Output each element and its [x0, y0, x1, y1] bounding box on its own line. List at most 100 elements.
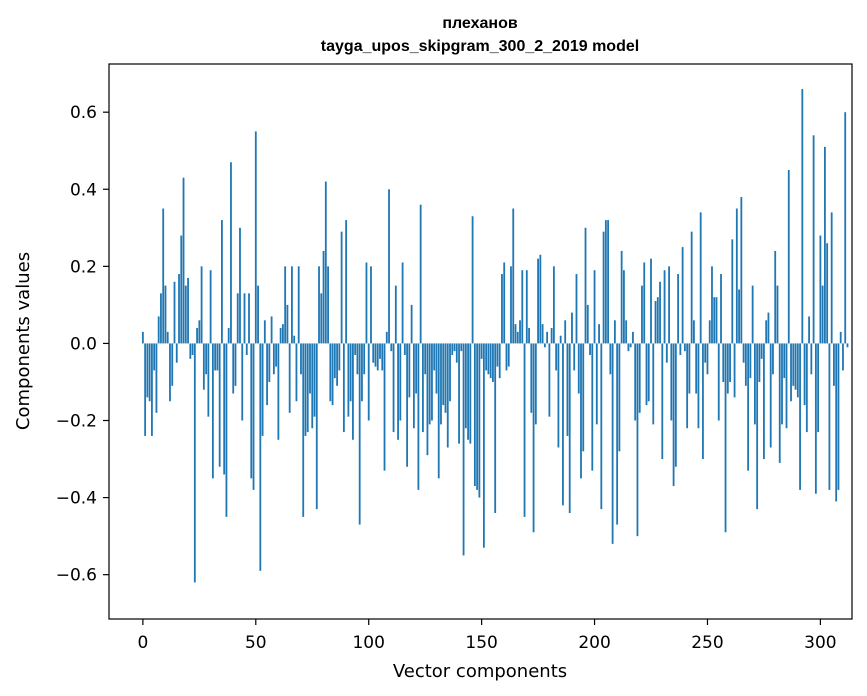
bar-169	[523, 343, 526, 517]
bar-288	[792, 343, 795, 386]
bar-285	[785, 343, 788, 429]
bar-270	[751, 285, 754, 344]
bar-172	[530, 343, 533, 413]
bar-161	[505, 343, 508, 371]
bar-29	[207, 343, 210, 417]
bar-212	[620, 250, 623, 344]
bar-193	[577, 343, 580, 394]
bar-188	[566, 343, 569, 436]
bar-230	[661, 343, 664, 460]
bar-234	[670, 343, 673, 421]
bar-189	[568, 343, 571, 514]
bar-24	[196, 328, 198, 344]
bar-168	[521, 270, 524, 344]
bar-14	[173, 281, 176, 344]
bar-120	[412, 343, 415, 429]
bar-232	[665, 343, 668, 363]
bar-257	[722, 343, 725, 382]
bar-127	[428, 343, 431, 425]
bar-294	[805, 343, 808, 433]
bar-113	[397, 343, 399, 440]
bar-0	[141, 331, 144, 344]
bar-281	[776, 285, 779, 344]
bar-3	[148, 343, 151, 402]
bar-272	[756, 343, 759, 510]
bar-60	[277, 343, 280, 440]
bar-123	[419, 204, 422, 344]
bar-144	[467, 343, 469, 440]
bar-245	[695, 343, 698, 394]
bar-261	[731, 239, 734, 344]
bar-153	[487, 343, 490, 375]
bar-92	[349, 343, 352, 402]
bar-47	[248, 293, 250, 344]
bar-96	[358, 343, 361, 525]
bar-45	[243, 293, 246, 344]
bar-306	[833, 343, 835, 386]
bar-155	[492, 343, 494, 382]
x-tick-label: 250	[691, 633, 723, 653]
y-tick-label: −0.6	[56, 566, 97, 586]
bar-196	[584, 227, 587, 344]
bar-218	[634, 343, 637, 421]
bar-240	[683, 343, 686, 352]
bar-105	[379, 343, 381, 359]
bar-84	[331, 343, 334, 406]
plot-frame	[108, 63, 853, 620]
bar-307	[835, 343, 838, 502]
bar-226	[652, 343, 655, 425]
bar-59	[275, 343, 278, 367]
bar-129	[433, 343, 436, 371]
bar-162	[507, 343, 510, 367]
bar-80	[322, 250, 325, 344]
bar-213	[623, 270, 625, 344]
bar-76	[313, 343, 316, 417]
bar-78	[318, 266, 320, 344]
bar-248	[702, 343, 704, 460]
y-tick-label: −0.2	[56, 412, 97, 432]
bar-156	[494, 343, 497, 514]
bar-176	[539, 254, 542, 344]
bar-22	[191, 343, 194, 355]
bar-10	[164, 285, 167, 344]
bar-8	[160, 293, 162, 344]
bar-62	[281, 324, 284, 344]
bar-260	[729, 343, 731, 382]
bar-184	[557, 343, 560, 448]
bar-211	[618, 343, 621, 452]
bar-277	[767, 312, 770, 344]
bar-225	[650, 258, 652, 344]
y-tick-label: 0.6	[70, 103, 97, 123]
x-axis-ticks: 0 50 100 150 200 250 300	[137, 619, 837, 653]
bar-280	[774, 250, 777, 344]
bar-106	[381, 343, 384, 371]
bar-217	[632, 331, 634, 344]
bar-203	[600, 343, 603, 510]
bar-33	[216, 343, 219, 371]
bar-255	[717, 343, 720, 421]
bar-58	[272, 343, 275, 375]
bar-259	[726, 343, 729, 394]
bar-6	[155, 343, 158, 413]
bar-43	[239, 227, 241, 344]
bar-111	[392, 343, 395, 433]
bar-145	[469, 343, 472, 444]
bar-125	[424, 343, 427, 375]
bar-229	[659, 281, 661, 344]
bar-295	[808, 316, 810, 344]
bar-243	[690, 231, 693, 344]
bar-40	[232, 343, 235, 394]
bar-140	[458, 343, 460, 444]
bar-95	[356, 343, 359, 375]
bar-12	[169, 343, 171, 402]
bar-27	[202, 343, 205, 390]
bar-139	[455, 343, 458, 363]
bar-214	[625, 320, 628, 344]
bar-198	[589, 343, 591, 355]
bar-191	[573, 343, 576, 371]
bar-262	[733, 343, 736, 398]
bar-9	[162, 208, 165, 344]
bar-303	[826, 243, 829, 344]
bar-98	[363, 343, 366, 375]
